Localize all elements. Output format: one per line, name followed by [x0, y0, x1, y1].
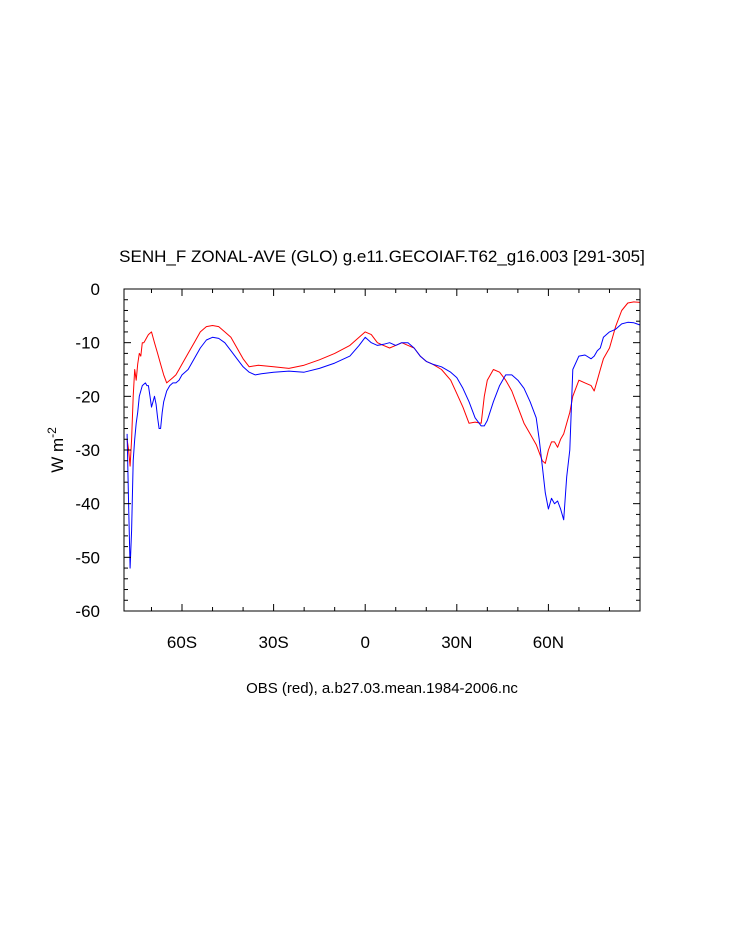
y-tick-label: -60	[75, 602, 100, 621]
series-line-0	[126, 301, 641, 467]
y-axis-label-exponent: -2	[45, 427, 59, 438]
y-tick-label: -40	[75, 495, 100, 514]
y-tick-label: -10	[75, 334, 100, 353]
y-axis-label-unit: W m	[48, 438, 67, 473]
x-tick-label: 60N	[533, 633, 564, 652]
series-layer	[126, 301, 641, 569]
x-tick-label: 0	[360, 633, 369, 652]
x-tick-label: 30S	[258, 633, 288, 652]
ticks-layer: 0 -10 -20 -30 -40 -50 -60 60S 30S 0 30N 60N	[75, 280, 641, 652]
y-tick-label: -50	[75, 548, 100, 567]
y-tick-label: -30	[75, 441, 100, 460]
x-tick-label: 60S	[167, 633, 197, 652]
y-tick-label: 0	[91, 280, 100, 299]
y-axis-label: W m-2	[45, 427, 67, 473]
series-line-1	[126, 321, 641, 569]
x-tick-label: 30N	[441, 633, 472, 652]
y-tick-label: -20	[75, 387, 100, 406]
chart-title: SENH_F ZONAL-AVE (GLO) g.e11.GECOIAF.T62…	[119, 247, 645, 266]
plot-frame	[123, 288, 641, 612]
chart-caption: OBS (red), a.b27.03.mean.1984-2006.nc	[246, 680, 518, 697]
